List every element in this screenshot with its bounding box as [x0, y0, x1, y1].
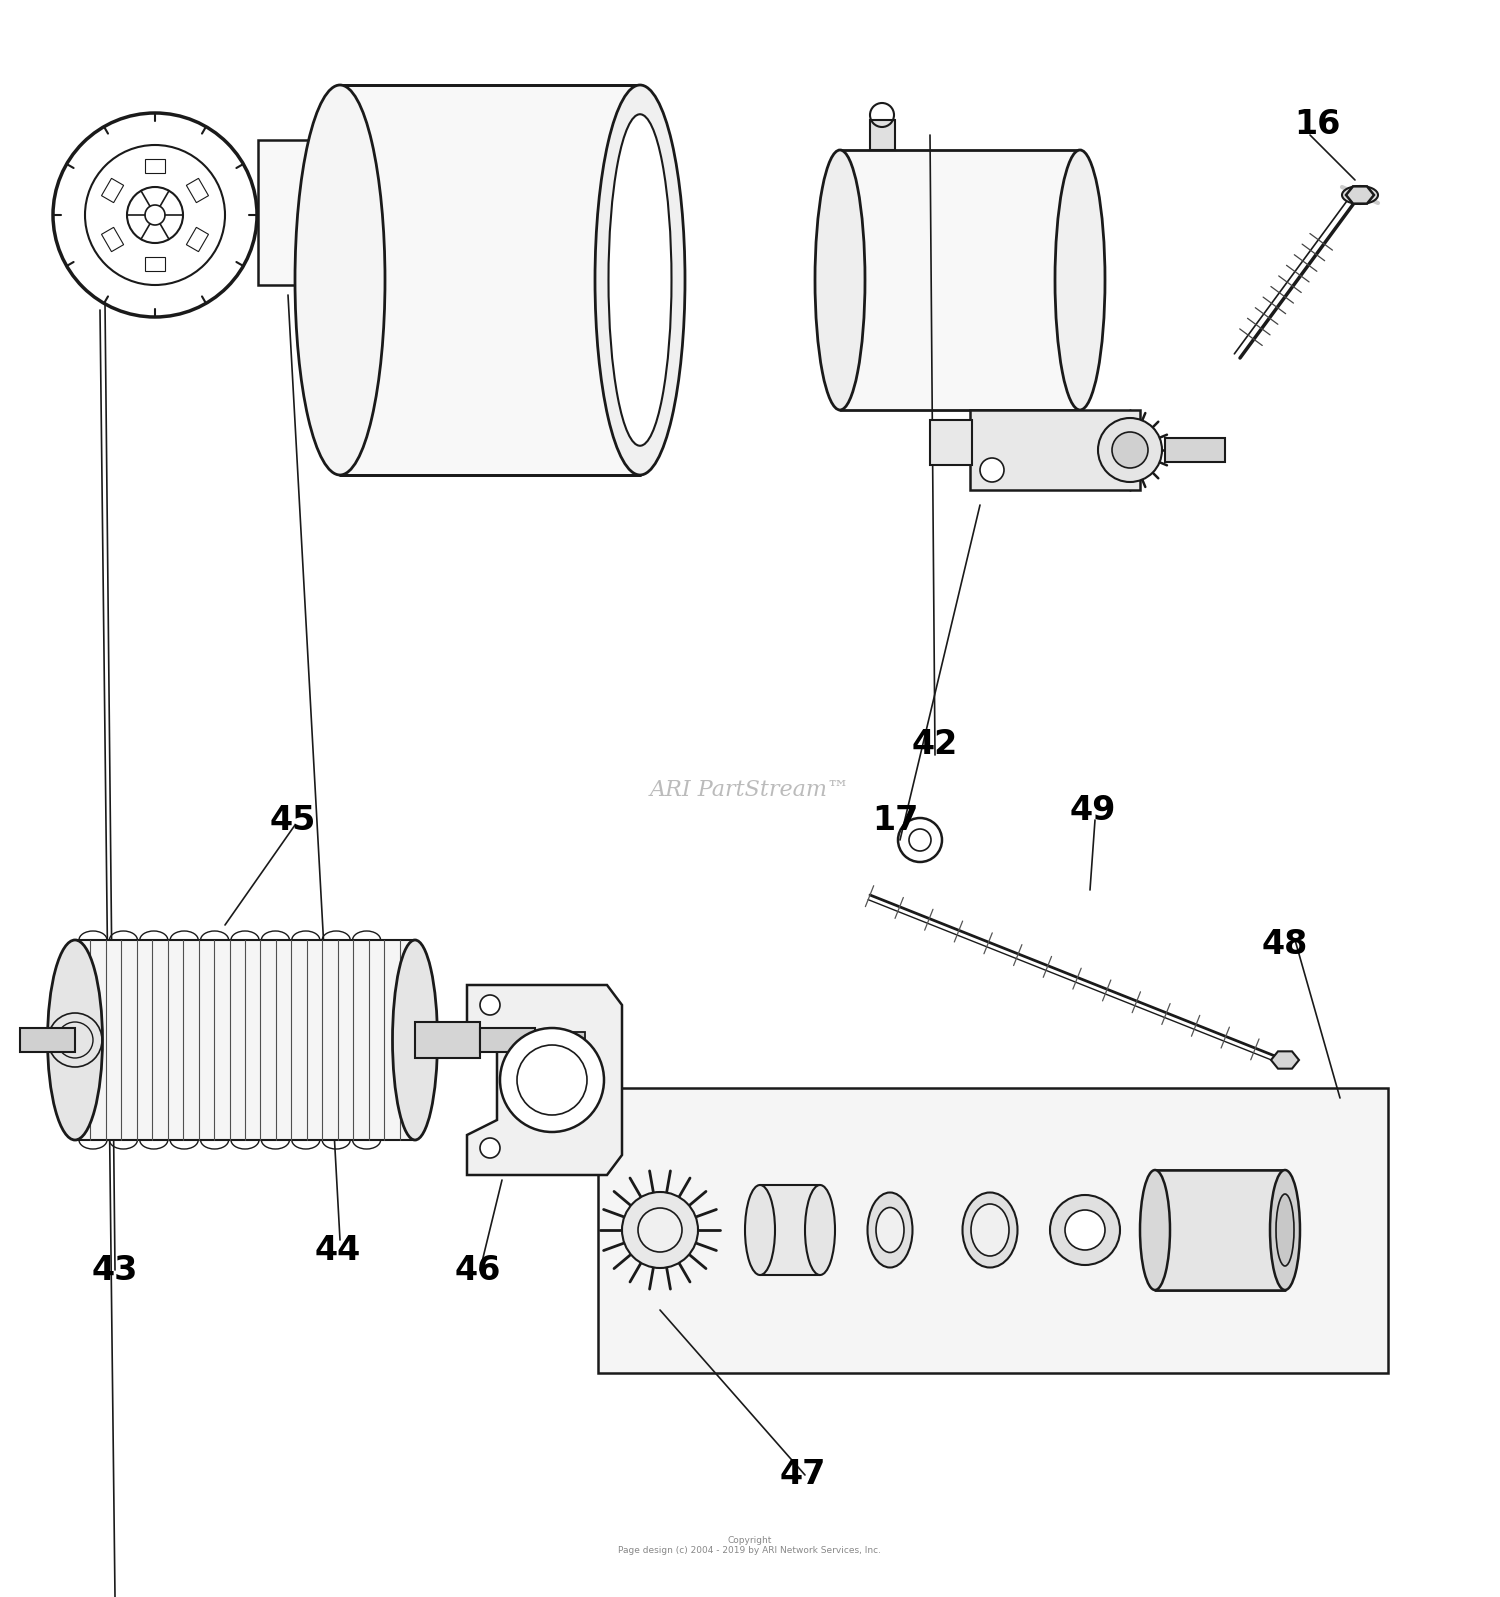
Circle shape [72, 1038, 88, 1054]
Circle shape [402, 1035, 417, 1049]
Circle shape [58, 1032, 75, 1048]
Circle shape [64, 1025, 80, 1041]
Circle shape [64, 1040, 80, 1056]
Polygon shape [466, 985, 622, 1175]
Text: 45: 45 [270, 803, 316, 837]
Circle shape [622, 1191, 698, 1268]
Polygon shape [186, 227, 209, 252]
Text: Copyright
Page design (c) 2004 - 2019 by ARI Network Services, Inc.: Copyright Page design (c) 2004 - 2019 by… [618, 1536, 882, 1555]
Circle shape [60, 1035, 75, 1051]
Bar [416, 1022, 480, 1057]
Polygon shape [1155, 1171, 1286, 1290]
Polygon shape [186, 179, 209, 203]
Circle shape [414, 1030, 428, 1044]
Text: 47: 47 [780, 1458, 826, 1492]
Text: 48: 48 [1262, 928, 1308, 961]
Ellipse shape [1276, 1195, 1294, 1266]
Text: 49: 49 [1070, 794, 1116, 827]
Bar [930, 420, 972, 465]
Ellipse shape [393, 941, 438, 1140]
Circle shape [75, 1032, 92, 1048]
Polygon shape [146, 160, 165, 172]
Circle shape [406, 1027, 420, 1041]
Circle shape [1050, 1195, 1120, 1265]
Text: 42: 42 [912, 728, 958, 762]
Ellipse shape [1342, 185, 1378, 204]
Bar [970, 410, 1140, 490]
Bar [598, 1088, 1388, 1373]
Circle shape [480, 995, 500, 1016]
Polygon shape [1346, 187, 1374, 204]
Ellipse shape [746, 1185, 776, 1274]
Circle shape [72, 1027, 88, 1043]
Circle shape [75, 1035, 90, 1051]
Circle shape [500, 1028, 604, 1132]
Circle shape [70, 1025, 86, 1041]
Text: 17: 17 [871, 803, 918, 837]
Circle shape [68, 1024, 82, 1040]
Polygon shape [1270, 1051, 1299, 1068]
Bar [258, 141, 366, 284]
Polygon shape [102, 179, 123, 203]
Ellipse shape [963, 1193, 1017, 1268]
Ellipse shape [806, 1185, 836, 1274]
Bar [1166, 438, 1226, 462]
Polygon shape [840, 150, 1080, 410]
Ellipse shape [876, 1207, 904, 1252]
Circle shape [70, 1040, 86, 1056]
Circle shape [75, 1028, 90, 1044]
Bar [536, 1032, 585, 1048]
Ellipse shape [1140, 1171, 1170, 1290]
Circle shape [68, 1040, 82, 1056]
Circle shape [405, 1038, 418, 1052]
Circle shape [480, 1139, 500, 1158]
Bar [480, 1028, 536, 1052]
Ellipse shape [1270, 1171, 1300, 1290]
Circle shape [402, 1033, 416, 1048]
Text: 43: 43 [92, 1254, 138, 1287]
Polygon shape [340, 85, 640, 474]
Circle shape [410, 1040, 423, 1052]
Polygon shape [146, 257, 165, 271]
Text: 44: 44 [315, 1233, 362, 1266]
Ellipse shape [48, 941, 102, 1140]
Circle shape [980, 458, 1004, 482]
Ellipse shape [596, 85, 686, 474]
Ellipse shape [1350, 190, 1370, 200]
Circle shape [414, 1033, 428, 1048]
Circle shape [1098, 418, 1162, 482]
Circle shape [411, 1028, 426, 1043]
Circle shape [62, 1027, 78, 1043]
Circle shape [1065, 1211, 1106, 1250]
Ellipse shape [609, 115, 672, 446]
Circle shape [1112, 433, 1148, 468]
Ellipse shape [867, 1193, 912, 1268]
Circle shape [411, 1038, 426, 1052]
Bar [20, 1028, 75, 1052]
Circle shape [638, 1207, 682, 1252]
Ellipse shape [296, 85, 386, 474]
Bar [870, 120, 895, 150]
Ellipse shape [970, 1204, 1010, 1255]
Circle shape [62, 1038, 78, 1054]
Ellipse shape [815, 150, 866, 410]
Bar [760, 1185, 820, 1274]
Circle shape [404, 1028, 418, 1043]
Polygon shape [75, 941, 416, 1140]
Text: 16: 16 [1294, 109, 1340, 142]
Circle shape [402, 1030, 417, 1044]
Circle shape [410, 1027, 423, 1041]
Text: ARI PartStream™: ARI PartStream™ [650, 779, 850, 802]
Circle shape [406, 1040, 420, 1052]
Circle shape [60, 1028, 75, 1044]
Circle shape [414, 1035, 428, 1049]
Text: 46: 46 [454, 1254, 501, 1287]
Polygon shape [102, 227, 123, 252]
Ellipse shape [1054, 150, 1106, 410]
